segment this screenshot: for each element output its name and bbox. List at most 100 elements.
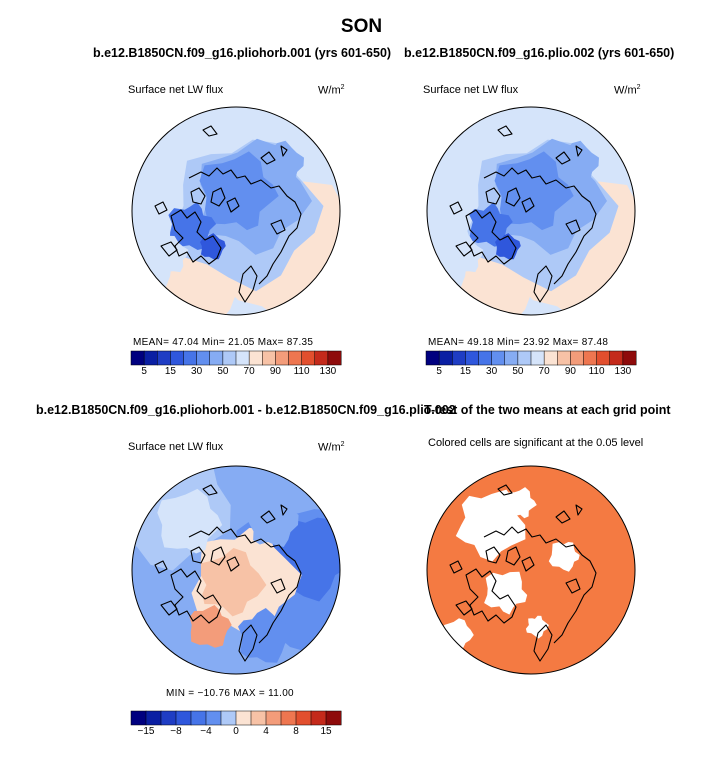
coastline	[483, 167, 597, 285]
panel-d-map	[426, 465, 636, 675]
coastline	[575, 145, 583, 157]
panel-b-colorbar-ticks: 5 15 30 50 70 90 110 130	[426, 366, 636, 380]
coastline	[170, 568, 222, 624]
colorbar-tick-label: 90	[269, 366, 281, 377]
panel-b-title: b.e12.B1850CN.f09_g16.plio.002 (yrs 601-…	[404, 46, 675, 60]
panel-a-variable: Surface net LW flux	[128, 84, 224, 96]
panel-a-colorbar-ticks: 5 15 30 50 70 90 110 130	[131, 366, 341, 380]
coastline	[483, 526, 597, 644]
colorbar-swatch	[504, 350, 519, 366]
colorbar-swatch	[145, 710, 162, 726]
panel-c-colorbar-ticks: −15 −8 −4 0 4 8 15	[131, 726, 341, 740]
coastline	[202, 484, 218, 496]
coastline	[226, 197, 240, 213]
panel-b-units: W/m2	[614, 84, 641, 97]
coastline	[575, 504, 583, 516]
panel-b-stats: MEAN= 49.18 Min= 23.92 Max= 87.48	[428, 337, 609, 348]
colorbar-swatch	[265, 710, 282, 726]
coastline	[505, 187, 521, 207]
colorbar-tick-label: 110	[293, 366, 310, 377]
coastline	[485, 187, 501, 205]
colorbar-swatch	[465, 350, 479, 366]
panel-c-map	[131, 465, 341, 675]
coastline	[465, 209, 517, 265]
coastline	[485, 546, 501, 564]
colorbar-tick-label: 5	[436, 366, 442, 377]
coastline	[160, 241, 178, 257]
coastline	[154, 201, 168, 215]
colorbar-swatch	[314, 350, 329, 366]
panel-b-colorbar	[425, 350, 637, 366]
coastline	[449, 560, 463, 574]
colorbar-swatch	[295, 710, 312, 726]
colorbar-swatch	[517, 350, 532, 366]
colorbar-swatch	[235, 350, 250, 366]
figure-title: SON	[340, 16, 383, 37]
panel-a-stats: MEAN= 47.04 Min= 21.05 Max= 87.35	[133, 337, 314, 348]
colorbar-tick-label: 130	[319, 366, 337, 377]
coastline	[170, 209, 222, 265]
panel-a-title: b.e12.B1850CN.f09_g16.pliohorb.001 (yrs …	[93, 46, 392, 60]
colorbar-swatch	[209, 350, 224, 366]
contour-region	[168, 201, 217, 250]
coastline	[260, 510, 276, 524]
coastline	[210, 187, 226, 207]
colorbar-tick-label: 8	[293, 726, 299, 737]
colorbar-swatch	[491, 350, 506, 366]
coastline	[455, 600, 473, 616]
colorbar-swatch	[327, 350, 342, 366]
coastline	[565, 578, 581, 594]
contour-region	[201, 548, 267, 617]
colorbar-swatch	[438, 350, 453, 366]
coastline	[497, 125, 513, 137]
coastline	[521, 556, 535, 572]
coastline	[533, 624, 553, 662]
colorbar-swatch	[190, 710, 207, 726]
contour-region	[548, 542, 580, 572]
colorbar-tick-label: 30	[486, 366, 498, 377]
coastline	[521, 197, 535, 213]
panel-b-variable: Surface net LW flux	[423, 84, 519, 96]
colorbar-tick-label: 50	[512, 366, 524, 377]
colorbar-swatch	[222, 350, 237, 366]
panel-a-map	[131, 106, 341, 316]
colorbar-tick-label: 5	[141, 366, 147, 377]
colorbar-swatch	[175, 710, 192, 726]
colorbar-swatch	[622, 350, 637, 366]
colorbar-tick-label: 30	[191, 366, 203, 377]
contour-region	[554, 140, 599, 185]
panel-c-variable: Surface net LW flux	[128, 441, 224, 453]
contour-region	[469, 202, 513, 247]
colorbar-swatch	[160, 710, 177, 726]
coastline	[188, 167, 302, 285]
colorbar-swatch	[452, 350, 466, 366]
colorbar-tick-label: 70	[243, 366, 255, 377]
colorbar-swatch	[583, 350, 598, 366]
colorbar-swatch	[325, 710, 342, 726]
colorbar-tick-label: 90	[564, 366, 576, 377]
contour-region	[157, 488, 223, 554]
colorbar-swatch	[609, 350, 624, 366]
panel-c-stats: MIN = −10.76 MAX = 11.00	[166, 688, 294, 699]
colorbar-swatch	[425, 350, 440, 366]
coastline	[210, 546, 226, 566]
coastline	[238, 265, 258, 303]
coastline	[455, 241, 473, 257]
map-boundary	[131, 106, 341, 316]
colorbar-swatch	[170, 350, 184, 366]
coastline	[270, 219, 286, 235]
colorbar-swatch	[570, 350, 584, 366]
colorbar-tick-label: 50	[217, 366, 229, 377]
panel-c-colorbar	[130, 710, 342, 726]
colorbar-tick-label: 0	[233, 726, 239, 737]
coastline	[188, 526, 302, 644]
coastline	[465, 568, 517, 624]
panel-a-colorbar	[130, 350, 342, 366]
map-boundary	[426, 106, 636, 316]
coastline	[190, 187, 206, 205]
contour-region	[505, 487, 537, 519]
colorbar-swatch	[543, 350, 558, 366]
colorbar-swatch	[250, 710, 267, 726]
colorbar-swatch	[280, 710, 297, 726]
panel-d-subtitle: Colored cells are significant at the 0.0…	[428, 437, 644, 449]
